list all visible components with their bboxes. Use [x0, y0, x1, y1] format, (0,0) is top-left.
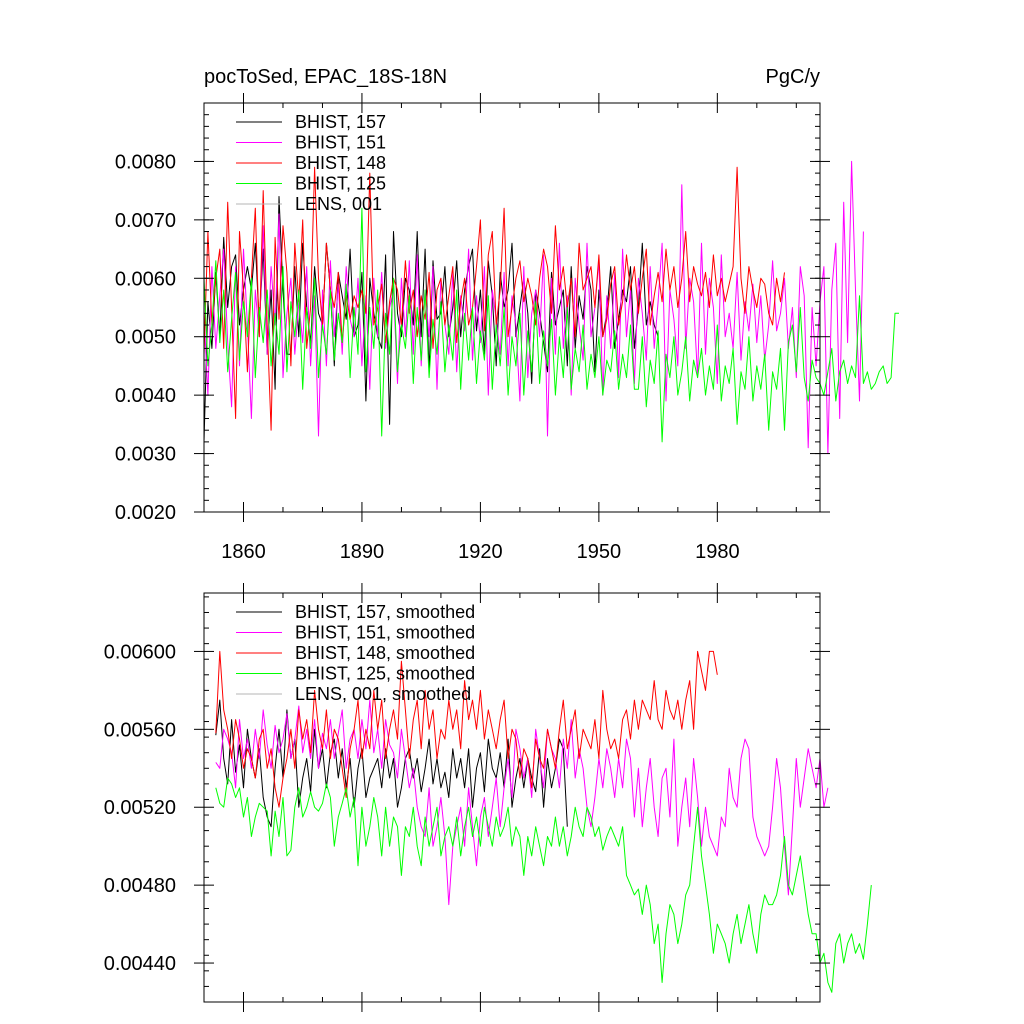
top-ytick-label: 0.0060 [115, 268, 176, 290]
top-ytick-label: 0.0020 [115, 502, 176, 524]
bottom-legend-label: BHIST, 157, smoothed [295, 602, 475, 622]
bottom-legend-label: LENS, 001, smoothed [295, 684, 471, 704]
top-title-right: PgC/y [766, 66, 820, 88]
bottom-legend-label: BHIST, 125, smoothed [295, 664, 475, 684]
top-plot-frame [203, 102, 821, 513]
top-xtick-label: 1980 [695, 541, 740, 563]
bottom-plot-frame [203, 592, 821, 1003]
top-ytick-label: 0.0040 [115, 385, 176, 407]
top-legend-label: BHIST, 157 [295, 112, 386, 132]
top-legend-label: LENS, 001 [295, 194, 382, 214]
top-ytick-label: 0.0030 [115, 444, 176, 466]
top-ytick-label: 0.0050 [115, 327, 176, 349]
top-xtick-label: 1860 [221, 541, 266, 563]
bottom-series-line-2 [215, 650, 718, 808]
top-title-left: pocToSed, EPAC_18S-18N [204, 66, 447, 88]
top-ytick-label: 0.0070 [115, 210, 176, 232]
top-legend-label: BHIST, 148 [295, 153, 386, 173]
top-legend-label: BHIST, 125 [295, 174, 386, 194]
top-series-line-2 [203, 166, 785, 431]
top-xtick-label: 1950 [577, 541, 622, 563]
bottom-series-line-3 [215, 777, 872, 993]
bottom-ytick-label: 0.00520 [104, 797, 176, 819]
top-xtick-label: 1890 [340, 541, 385, 563]
top-ytick-label: 0.0080 [115, 151, 176, 173]
bottom-legend-label: BHIST, 148, smoothed [295, 643, 475, 663]
top-xtick-label: 1920 [458, 541, 503, 563]
bottom-ytick-label: 0.00560 [104, 719, 176, 741]
top-series-line-3 [203, 207, 899, 443]
bottom-panel: 0.00440 0.00480 0.00520 0.00560 0.00600 BHIST… [104, 583, 872, 1012]
bottom-ytick-label: 0.00600 [104, 641, 176, 663]
top-panel: pocToSed, EPAC_18S-18N PgC/y 1860 1890 192… [115, 66, 899, 563]
bottom-legend-label: BHIST, 151, smoothed [295, 623, 475, 643]
bottom-ytick-label: 0.00480 [104, 875, 176, 897]
bottom-ytick-label: 0.00440 [104, 953, 176, 975]
top-legend-label: BHIST, 151 [295, 133, 386, 153]
